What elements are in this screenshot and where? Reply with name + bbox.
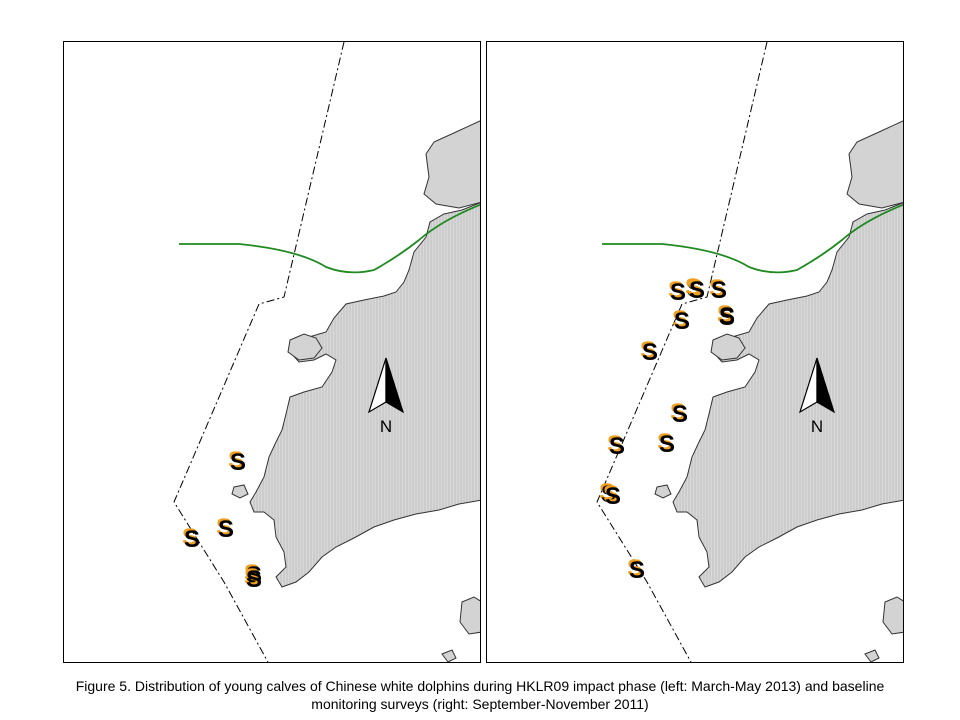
caption-line-2: monitoring surveys (right: September-Nov… bbox=[311, 696, 649, 712]
svg-text:S: S bbox=[717, 302, 733, 329]
sighting-marker: SS bbox=[685, 274, 703, 303]
svg-text:S: S bbox=[627, 555, 643, 582]
sighting-marker: SS bbox=[244, 560, 262, 589]
sighting-marker: SS bbox=[709, 275, 727, 304]
svg-text:S: S bbox=[599, 479, 615, 506]
islet bbox=[882, 596, 903, 635]
svg-text:S: S bbox=[244, 564, 260, 591]
svg-text:S: S bbox=[629, 557, 645, 584]
svg-text:S: S bbox=[709, 275, 725, 302]
sighting-marker: SS bbox=[672, 306, 690, 335]
sighting-marker: SS bbox=[599, 479, 617, 508]
land-main-island bbox=[249, 202, 480, 588]
sighting-marker: SS bbox=[182, 524, 200, 553]
svg-text:S: S bbox=[674, 308, 690, 335]
land-small-peninsula bbox=[287, 333, 323, 361]
land-small-peninsula bbox=[710, 333, 746, 361]
islet bbox=[654, 484, 672, 499]
svg-text:S: S bbox=[246, 566, 262, 593]
svg-text:S: S bbox=[244, 560, 260, 587]
svg-text:S: S bbox=[605, 483, 621, 510]
sighting-marker: SS bbox=[216, 514, 234, 543]
svg-text:S: S bbox=[668, 277, 684, 304]
land-north-island bbox=[846, 120, 903, 209]
svg-text:S: S bbox=[603, 481, 619, 508]
svg-text:S: S bbox=[601, 481, 617, 508]
svg-text:S: S bbox=[687, 276, 703, 303]
caption-line-1: Figure 5. Distribution of young calves o… bbox=[75, 678, 885, 694]
svg-text:S: S bbox=[717, 301, 733, 328]
sighting-marker: SS bbox=[228, 447, 246, 476]
islet bbox=[864, 649, 880, 662]
land-north-island bbox=[423, 120, 480, 209]
svg-text:S: S bbox=[607, 431, 623, 458]
svg-text:S: S bbox=[659, 431, 675, 458]
svg-text:S: S bbox=[228, 447, 244, 474]
svg-text:S: S bbox=[246, 562, 262, 589]
north-label: N bbox=[811, 417, 823, 436]
svg-text:S: S bbox=[642, 339, 658, 366]
north-arrow-icon bbox=[367, 357, 405, 414]
svg-text:S: S bbox=[640, 337, 656, 364]
sighting-marker: SS bbox=[668, 277, 686, 306]
north-label: N bbox=[380, 417, 392, 436]
svg-text:S: S bbox=[711, 277, 727, 304]
sighting-marker: SS bbox=[657, 429, 675, 458]
svg-text:S: S bbox=[670, 399, 686, 426]
sighting-marker: SS bbox=[717, 301, 735, 330]
svg-text:S: S bbox=[670, 279, 686, 306]
islet bbox=[441, 649, 457, 662]
alignment-line bbox=[179, 203, 480, 274]
sighting-marker: SS bbox=[687, 275, 705, 304]
svg-text:S: S bbox=[657, 429, 673, 456]
alignment-line bbox=[602, 203, 903, 274]
sighting-marker: SS bbox=[607, 431, 625, 460]
islet bbox=[459, 596, 480, 635]
svg-text:S: S bbox=[719, 304, 735, 331]
svg-text:S: S bbox=[184, 526, 200, 553]
sighting-marker: SS bbox=[670, 399, 688, 428]
svg-text:S: S bbox=[689, 277, 705, 304]
boundary-line bbox=[596, 42, 768, 662]
svg-text:S: S bbox=[672, 306, 688, 333]
sighting-marker: SS bbox=[627, 555, 645, 584]
svg-text:S: S bbox=[687, 275, 703, 302]
sighting-marker: SS bbox=[603, 481, 621, 510]
svg-text:S: S bbox=[719, 303, 735, 330]
svg-text:S: S bbox=[609, 433, 625, 460]
land-main-island bbox=[672, 202, 903, 588]
figure-caption: Figure 5. Distribution of young calves o… bbox=[0, 677, 960, 713]
svg-text:S: S bbox=[182, 524, 198, 551]
svg-text:S: S bbox=[685, 274, 701, 301]
islet bbox=[231, 484, 249, 499]
svg-text:S: S bbox=[230, 449, 246, 476]
svg-text:S: S bbox=[216, 514, 232, 541]
sighting-marker: SS bbox=[640, 337, 658, 366]
sighting-marker: SS bbox=[244, 564, 262, 593]
sighting-marker: SS bbox=[717, 302, 735, 331]
north-arrow-icon bbox=[798, 357, 836, 414]
svg-text:S: S bbox=[218, 516, 234, 543]
boundary-line bbox=[173, 42, 345, 662]
svg-text:S: S bbox=[672, 401, 688, 428]
